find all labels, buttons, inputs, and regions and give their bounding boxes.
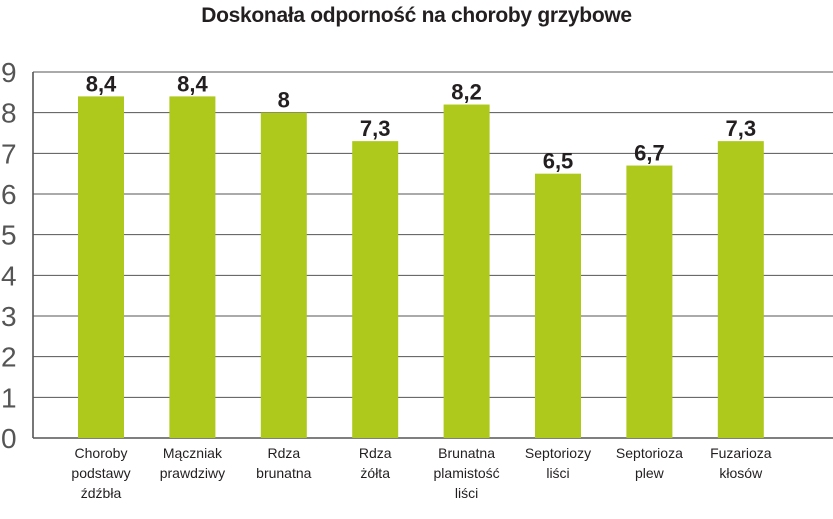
grid-lines bbox=[32, 71, 833, 439]
data-label: 6,7 bbox=[634, 141, 665, 166]
y-tick-label: 1 bbox=[1, 382, 17, 413]
category-label: plamistość bbox=[434, 465, 500, 481]
category-label: plew bbox=[635, 465, 665, 481]
category-label: liści bbox=[455, 485, 478, 501]
category-label: żółta bbox=[360, 465, 390, 481]
y-tick-label: 2 bbox=[1, 342, 17, 373]
category-label: Rdza bbox=[267, 445, 300, 461]
category-label: Septorioza bbox=[616, 445, 683, 461]
category-label: kłosów bbox=[719, 465, 763, 481]
data-label: 6,5 bbox=[543, 149, 574, 174]
data-labels: 8,4 8,4 8 7,3 8,2 6,5 6,7 7,3 bbox=[86, 71, 756, 173]
bars bbox=[78, 96, 764, 439]
y-axis-ticks: 0 1 2 3 4 5 6 7 8 9 bbox=[1, 57, 17, 454]
y-tick-label: 6 bbox=[1, 179, 17, 210]
y-tick-label: 5 bbox=[1, 220, 17, 251]
y-tick-label: 9 bbox=[1, 57, 17, 88]
bar bbox=[535, 173, 581, 438]
category-label: brunatna bbox=[256, 465, 311, 481]
data-label: 8,4 bbox=[86, 71, 117, 96]
category-label: Fuzarioza bbox=[710, 445, 772, 461]
y-tick-label: 0 bbox=[1, 423, 17, 454]
bar bbox=[169, 96, 216, 439]
data-label: 7,3 bbox=[726, 116, 757, 141]
y-tick-label: 8 bbox=[1, 98, 17, 129]
data-label: 7,3 bbox=[360, 116, 391, 141]
chart-title: Doskonała odporność na choroby grzybowe bbox=[201, 4, 632, 27]
y-tick-label: 7 bbox=[1, 138, 17, 169]
bar bbox=[443, 104, 490, 439]
category-label: liści bbox=[546, 465, 569, 481]
category-label: podstawy bbox=[71, 465, 130, 481]
data-label: 8,2 bbox=[451, 80, 482, 105]
bar bbox=[626, 165, 673, 439]
category-label: prawdziwy bbox=[160, 465, 225, 481]
data-label: 8,4 bbox=[177, 71, 208, 96]
bar bbox=[260, 112, 307, 439]
y-tick-label: 4 bbox=[1, 260, 17, 291]
category-label: Septoriozy bbox=[525, 445, 591, 461]
category-label: Mączniak bbox=[163, 445, 223, 461]
bar bbox=[717, 141, 764, 438]
bar bbox=[78, 96, 124, 439]
data-label: 8 bbox=[278, 88, 290, 113]
category-label: Brunatna bbox=[438, 445, 495, 461]
category-label: Choroby bbox=[75, 445, 128, 461]
y-tick-label: 3 bbox=[1, 301, 17, 332]
bar bbox=[352, 141, 399, 438]
category-label: Rdza bbox=[359, 445, 392, 461]
category-label: źdźbła bbox=[81, 485, 122, 501]
category-labels: Choroby podstawy źdźbła Mączniak prawdziwy Rd… bbox=[71, 445, 771, 501]
